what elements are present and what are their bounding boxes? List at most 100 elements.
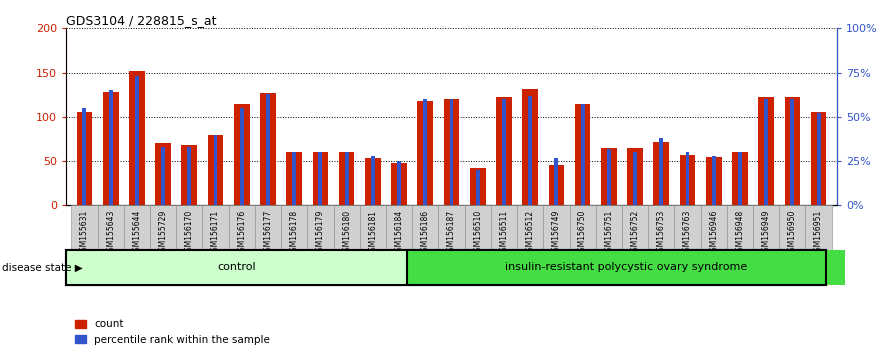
Text: GSM156171: GSM156171 xyxy=(211,210,220,256)
Bar xyxy=(491,205,517,250)
Bar xyxy=(103,92,119,205)
Text: GSM156950: GSM156950 xyxy=(788,210,797,256)
Bar xyxy=(334,205,359,250)
Text: GSM156951: GSM156951 xyxy=(814,210,823,256)
Text: GSM156186: GSM156186 xyxy=(421,210,430,256)
Text: GSM156184: GSM156184 xyxy=(395,210,403,256)
Bar xyxy=(213,135,218,205)
Bar xyxy=(318,152,322,205)
Bar xyxy=(784,97,800,205)
Bar xyxy=(659,138,663,205)
Bar xyxy=(412,205,439,250)
Text: GDS3104 / 228815_s_at: GDS3104 / 228815_s_at xyxy=(66,14,217,27)
Text: GSM156752: GSM156752 xyxy=(631,210,640,256)
Bar xyxy=(574,104,590,205)
Text: disease state ▶: disease state ▶ xyxy=(2,262,83,272)
Bar xyxy=(255,205,281,250)
Bar xyxy=(292,152,296,205)
Bar xyxy=(732,152,748,205)
Text: control: control xyxy=(218,262,255,272)
Bar xyxy=(281,205,307,250)
Bar xyxy=(712,156,715,205)
Text: GSM156187: GSM156187 xyxy=(447,210,456,256)
Bar xyxy=(679,155,695,205)
Bar xyxy=(811,113,826,205)
Bar xyxy=(359,205,386,250)
Text: GSM156948: GSM156948 xyxy=(736,210,744,256)
Text: GSM156763: GSM156763 xyxy=(683,210,692,256)
Text: GSM155631: GSM155631 xyxy=(80,210,89,256)
Text: GSM156180: GSM156180 xyxy=(342,210,352,256)
Legend: count, percentile rank within the sample: count, percentile rank within the sample xyxy=(71,315,274,349)
Bar xyxy=(470,168,485,205)
Bar xyxy=(135,76,139,205)
Text: GSM155729: GSM155729 xyxy=(159,210,167,256)
Bar xyxy=(654,142,670,205)
Bar xyxy=(529,96,532,205)
Bar xyxy=(83,108,86,205)
Bar xyxy=(738,152,742,205)
Bar xyxy=(240,108,244,205)
Bar xyxy=(759,97,774,205)
Bar xyxy=(407,250,845,285)
Bar xyxy=(517,205,544,250)
Text: GSM156176: GSM156176 xyxy=(237,210,247,256)
Bar xyxy=(706,156,722,205)
Bar xyxy=(496,97,512,205)
Bar xyxy=(648,205,674,250)
Bar xyxy=(790,99,795,205)
Bar xyxy=(817,113,820,205)
Text: GSM156511: GSM156511 xyxy=(500,210,508,256)
Bar xyxy=(77,113,93,205)
Bar xyxy=(108,90,113,205)
Bar xyxy=(727,205,753,250)
Bar xyxy=(554,158,559,205)
Bar xyxy=(581,104,585,205)
Bar xyxy=(502,99,506,205)
Bar xyxy=(286,152,302,205)
Bar xyxy=(260,93,276,205)
Bar xyxy=(700,205,727,250)
Text: GSM156749: GSM156749 xyxy=(552,210,561,256)
Bar xyxy=(176,205,203,250)
Text: insulin-resistant polycystic ovary syndrome: insulin-resistant polycystic ovary syndr… xyxy=(505,262,747,272)
Text: GSM156946: GSM156946 xyxy=(709,210,718,256)
Bar xyxy=(544,205,569,250)
Bar xyxy=(476,170,479,205)
Bar xyxy=(266,94,270,205)
Bar xyxy=(313,152,329,205)
Bar xyxy=(181,145,197,205)
Bar xyxy=(98,205,123,250)
Bar xyxy=(601,148,617,205)
Bar xyxy=(607,149,611,205)
Text: GSM155644: GSM155644 xyxy=(132,210,141,256)
Bar xyxy=(522,88,538,205)
Bar xyxy=(123,205,150,250)
Bar xyxy=(764,99,768,205)
Bar xyxy=(397,161,401,205)
Bar xyxy=(188,147,191,205)
Bar xyxy=(150,205,176,250)
Bar xyxy=(674,205,700,250)
Text: GSM156181: GSM156181 xyxy=(368,210,377,256)
Text: GSM156179: GSM156179 xyxy=(316,210,325,256)
Bar xyxy=(339,152,354,205)
Bar xyxy=(439,205,464,250)
Bar xyxy=(71,205,98,250)
Bar xyxy=(344,152,349,205)
Text: GSM156750: GSM156750 xyxy=(578,210,587,256)
Bar xyxy=(780,205,805,250)
Text: GSM156170: GSM156170 xyxy=(185,210,194,256)
Text: GSM156751: GSM156751 xyxy=(604,210,613,256)
Text: GSM156753: GSM156753 xyxy=(656,210,666,256)
Text: GSM156178: GSM156178 xyxy=(290,210,299,256)
Bar xyxy=(627,148,643,205)
Bar xyxy=(161,147,165,205)
Bar xyxy=(685,152,690,205)
Bar xyxy=(569,205,596,250)
Bar xyxy=(449,99,454,205)
Bar xyxy=(307,205,334,250)
Bar xyxy=(203,205,229,250)
Bar xyxy=(424,99,427,205)
Text: GSM156510: GSM156510 xyxy=(473,210,482,256)
